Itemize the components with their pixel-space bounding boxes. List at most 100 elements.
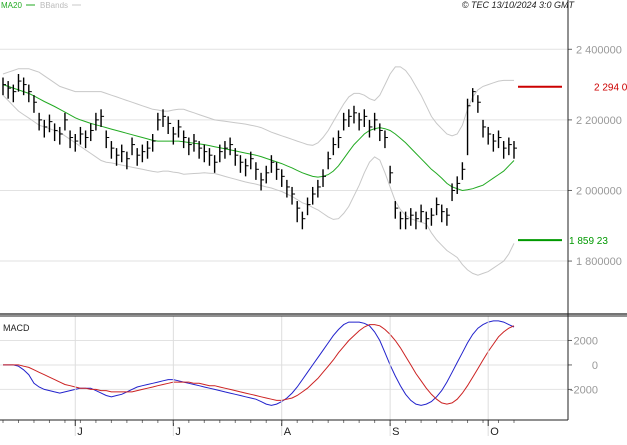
price-bar	[167, 116, 172, 134]
price-bar	[394, 201, 399, 219]
price-bar	[59, 126, 63, 145]
bollinger-lower-band	[2, 94, 515, 276]
legend-ma20: MA20	[1, 1, 22, 10]
price-bar	[157, 112, 161, 131]
macd-y-tick-label: 0	[592, 360, 598, 372]
price-bar	[337, 130, 342, 149]
price-bar	[384, 130, 388, 149]
price-bar	[28, 84, 32, 103]
price-bar	[441, 204, 445, 223]
price-y-tick-label: 2 200000	[576, 115, 622, 127]
price-bar	[353, 105, 357, 124]
price-bar	[141, 144, 146, 163]
price-bar	[472, 88, 476, 103]
macd-lines	[3, 320, 515, 406]
price-bar	[79, 126, 84, 145]
price-bar	[497, 130, 502, 149]
x-tick-label: S	[392, 426, 399, 438]
price-bar	[208, 148, 213, 166]
price-bar	[368, 119, 373, 138]
price-levels: 2 294 0 1 859 23	[518, 83, 627, 247]
price-bar	[265, 165, 270, 184]
price-bar	[43, 119, 48, 138]
macd-y-tick-label: 2000	[574, 335, 598, 347]
price-bar	[84, 130, 89, 149]
price-bar	[12, 84, 17, 103]
price-bar	[53, 123, 58, 142]
price-bar	[404, 211, 409, 230]
price-bar	[131, 137, 136, 156]
price-bar	[136, 148, 141, 166]
price-bar	[177, 119, 182, 138]
copyright-text: © TEC 13/10/2024 3:0 GMT	[462, 0, 576, 10]
price-bar	[151, 134, 156, 152]
price-bar	[410, 208, 414, 226]
price-bar	[203, 144, 208, 163]
price-bar	[415, 211, 419, 230]
price-bar	[146, 141, 151, 159]
price-bar	[317, 179, 321, 198]
price-bar	[322, 169, 327, 187]
price-bar	[358, 112, 363, 131]
macd-line	[3, 320, 515, 406]
price-y-tick-label: 2 000000	[576, 185, 622, 197]
price-bar	[435, 197, 440, 216]
price-bar	[348, 109, 352, 127]
macd-gridlines	[0, 339, 568, 390]
x-tick-label: O	[490, 426, 499, 438]
price-bar	[213, 155, 218, 173]
price-bar	[244, 158, 249, 177]
price-bar	[90, 123, 94, 142]
price-bar	[286, 179, 290, 198]
price-bar	[193, 134, 197, 152]
price-bar	[17, 74, 22, 92]
legend-bbands: BBands	[40, 1, 68, 10]
price-bar	[492, 134, 497, 152]
price-y-tick-label: 1 800000	[576, 256, 622, 268]
price-bar	[250, 151, 254, 170]
price-bar	[219, 144, 223, 163]
price-bar	[461, 162, 466, 180]
price-bar	[188, 137, 192, 156]
price-bar	[363, 109, 368, 127]
price-y-tick-label: 2 400000	[576, 44, 622, 56]
price-bar	[48, 114, 53, 133]
price-bar	[281, 169, 285, 187]
price-bar	[69, 130, 74, 149]
price-bar	[306, 197, 311, 216]
price-y-axis-ticks: 1 800000 2 000000 2 200000 2 400000	[568, 44, 622, 268]
price-bar	[182, 130, 187, 149]
price-bar	[2, 77, 6, 96]
price-bar	[327, 151, 332, 170]
price-bar	[456, 176, 461, 194]
macd-title: MACD	[3, 323, 30, 333]
chart-frame	[0, 0, 627, 421]
price-bar	[399, 211, 404, 230]
price-bar	[198, 141, 203, 159]
price-bar	[466, 98, 471, 156]
chart-header: MA20 BBands © TEC 13/10/2024 3:0 GMT	[1, 0, 575, 10]
price-bar	[38, 112, 43, 131]
price-bar	[332, 137, 337, 156]
signal-line	[3, 324, 515, 405]
support-level-label: 1 859 23	[569, 236, 608, 247]
price-bar	[487, 126, 492, 145]
x-tick-label: A	[284, 426, 292, 438]
price-bar	[508, 137, 512, 156]
price-bar	[22, 77, 27, 96]
x-tick-label: J	[77, 426, 83, 438]
price-bar	[95, 112, 99, 131]
price-bar	[270, 155, 275, 173]
price-bar	[389, 165, 394, 184]
price-bar	[379, 123, 383, 142]
price-bar	[502, 141, 507, 159]
ma20-line	[2, 84, 515, 192]
price-bar	[296, 201, 301, 223]
price-bar	[275, 162, 280, 180]
price-bar	[110, 141, 115, 159]
price-bar	[74, 134, 79, 152]
bollinger-bands	[2, 66, 515, 276]
price-bar	[373, 112, 378, 131]
macd-y-tick-label: -2000	[570, 384, 598, 396]
